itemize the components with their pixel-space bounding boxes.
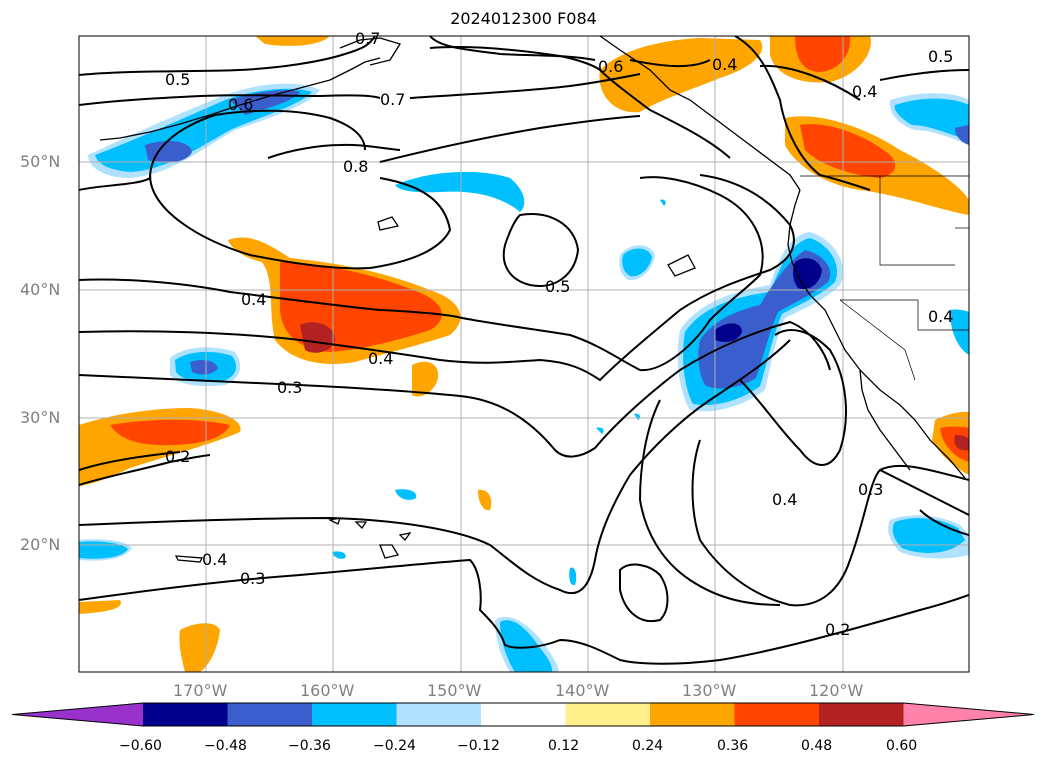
colorbar <box>11 702 1035 727</box>
colorbar-segment <box>396 703 482 726</box>
political-borders <box>800 175 969 381</box>
colorbar-tick: −0.60 <box>119 738 162 754</box>
plot-title: 2024012300 F084 <box>450 9 597 28</box>
lon-label-130w: 130°W <box>682 681 737 700</box>
contour-label: 0.4 <box>712 55 737 74</box>
colorbar-extend-low <box>12 703 143 726</box>
lat-label-20n: 20°N <box>20 535 61 554</box>
lon-label-160w: 160°W <box>300 681 355 700</box>
contour-label: 0.7 <box>355 29 380 48</box>
contour-label: 0.4 <box>852 82 877 101</box>
colorbar-tick: −0.48 <box>204 738 247 754</box>
contour-label: 0.6 <box>228 95 253 114</box>
colorbar-tick: −0.12 <box>457 738 500 754</box>
gridlines <box>79 36 969 672</box>
contour-label: 0.4 <box>368 349 393 368</box>
contour-label: 0.8 <box>343 157 368 176</box>
contour-label: 0.4 <box>928 307 953 326</box>
colorbar-tick: 0.12 <box>548 738 580 754</box>
lat-label-50n: 50°N <box>20 152 61 171</box>
colorbar-tick: −0.24 <box>373 738 416 754</box>
lon-label-120w: 120°W <box>809 681 864 700</box>
colorbar-tick: 0.60 <box>886 738 918 754</box>
lon-label-140w: 140°W <box>555 681 610 700</box>
coastlines <box>99 36 966 563</box>
colorbar-outline <box>11 702 1035 727</box>
contour-label: 0.4 <box>772 490 797 509</box>
contour-label: 0.5 <box>545 277 570 296</box>
contour-label: 0.4 <box>241 290 266 309</box>
contour-label-group: 0.5 0.6 0.7 0.8 0.6 0.4 0.5 0.4 0.5 0.4 … <box>165 29 953 639</box>
contour-label: 0.5 <box>928 47 953 66</box>
contour-label: 0.6 <box>598 57 623 76</box>
colorbar-segment <box>481 703 566 726</box>
contour-label: 0.3 <box>858 480 883 499</box>
contour-label: 0.7 <box>380 90 405 109</box>
colorbar-tick: 0.36 <box>717 738 749 754</box>
colorbar-segment <box>650 703 735 726</box>
map-frame <box>78 35 970 673</box>
colorbar-segment <box>312 703 397 726</box>
contour-label: 0.2 <box>165 447 190 466</box>
colorbar-segment <box>143 703 228 726</box>
lat-label-40n: 40°N <box>20 280 61 299</box>
colorbar-segment <box>819 703 904 726</box>
lat-label-30n: 30°N <box>20 408 61 427</box>
lon-label-150w: 150°W <box>427 681 482 700</box>
anomaly-fills <box>79 36 969 672</box>
colorbar-tick: 0.48 <box>801 738 833 754</box>
contour-label: 0.3 <box>277 378 302 397</box>
lon-label-170w: 170°W <box>173 681 228 700</box>
colorbar-tick: −0.36 <box>288 738 331 754</box>
colorbar-segment <box>227 703 313 726</box>
contour-lines <box>79 36 969 665</box>
colorbar-extend-high <box>903 703 1034 726</box>
contour-label: 0.3 <box>240 569 265 588</box>
colorbar-tick: 0.24 <box>632 738 664 754</box>
contour-label: 0.5 <box>165 70 190 89</box>
colorbar-segment <box>565 703 651 726</box>
colorbar-segment <box>734 703 820 726</box>
contour-label: 0.4 <box>202 550 227 569</box>
contour-label: 0.2 <box>825 620 850 639</box>
